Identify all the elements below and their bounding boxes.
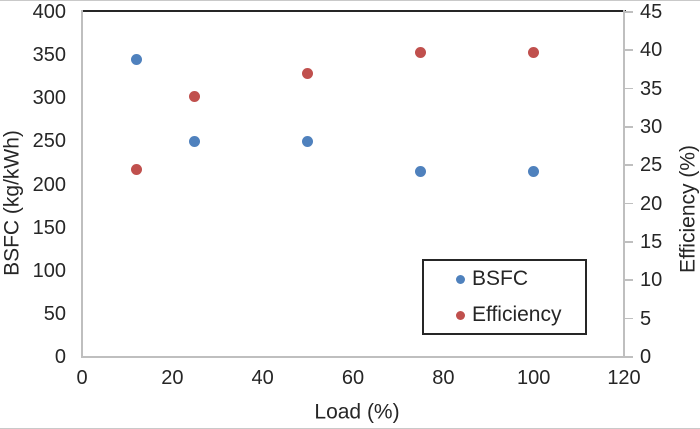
y-axis-right-tick-label: 35 bbox=[640, 77, 663, 100]
x-axis-tick-label: 60 bbox=[341, 367, 365, 389]
y-axis-left-title: BSFC (kg/kWh) bbox=[0, 130, 24, 276]
y-axis-right-tick-mark bbox=[625, 87, 633, 90]
y-axis-right-tick-label: 0 bbox=[640, 346, 652, 368]
y-axis-left-tick-label: 400 bbox=[32, 1, 66, 23]
y-axis-right-tick-mark bbox=[625, 241, 633, 243]
x-axis-spine bbox=[81, 356, 625, 358]
y-axis-left-tick-label: 250 bbox=[32, 130, 66, 153]
y-axis-right-tick-mark bbox=[625, 356, 633, 358]
data-point-bsfc bbox=[302, 135, 314, 147]
x-axis-tick-label: 0 bbox=[76, 367, 88, 389]
x-axis-title: Load (%) bbox=[314, 400, 400, 424]
y-axis-right-tick-label: 10 bbox=[640, 269, 663, 292]
y-axis-right-tick-mark bbox=[625, 317, 633, 320]
y-axis-right-spine bbox=[623, 10, 625, 358]
y-axis-left-tick-label: 300 bbox=[32, 87, 66, 110]
y-axis-right-tick-mark bbox=[625, 49, 633, 51]
y-axis-left-tick-label: 350 bbox=[32, 44, 66, 67]
bsfc-marker-icon bbox=[456, 274, 465, 284]
x-axis-tick-label: 80 bbox=[432, 367, 455, 389]
y-axis-left-tick-label: 150 bbox=[32, 216, 66, 239]
x-axis-tick-label: 100 bbox=[516, 367, 551, 389]
data-point-efficiency bbox=[130, 163, 142, 175]
x-axis-tick-label: 20 bbox=[161, 367, 184, 389]
y-axis-left-tick-label: 200 bbox=[32, 173, 66, 196]
y-axis-right-tick-mark bbox=[625, 126, 633, 128]
efficiency-marker-icon bbox=[456, 310, 465, 320]
data-point-efficiency bbox=[415, 47, 427, 59]
y-axis-right-tick-mark bbox=[625, 279, 633, 281]
data-point-efficiency bbox=[302, 67, 314, 79]
y-axis-right-tick-label: 15 bbox=[640, 231, 663, 253]
legend-entry-efficiency: Efficiency bbox=[456, 304, 585, 326]
data-point-bsfc bbox=[189, 135, 201, 147]
y-axis-right-tick-label: 45 bbox=[640, 1, 663, 23]
y-axis-right-tick-label: 5 bbox=[640, 307, 652, 330]
plot-top-border bbox=[81, 10, 626, 12]
data-point-bsfc bbox=[528, 166, 540, 178]
x-axis-tick-label: 40 bbox=[251, 367, 274, 389]
y-axis-left-tick-label: 50 bbox=[43, 302, 66, 325]
legend-entry-bsfc: BSFC bbox=[456, 268, 585, 290]
y-axis-right-tick-mark bbox=[625, 202, 633, 205]
y-axis-right-tick-label: 30 bbox=[640, 116, 663, 138]
y-axis-left-spine bbox=[81, 10, 83, 358]
legend-label: BSFC bbox=[472, 267, 529, 290]
y-axis-right-tick-mark bbox=[625, 11, 633, 13]
data-point-efficiency bbox=[189, 90, 201, 102]
data-point-efficiency bbox=[528, 47, 540, 59]
y-axis-left-tick-label: 100 bbox=[32, 259, 66, 282]
legend-label: Efficiency bbox=[472, 303, 562, 326]
data-point-bsfc bbox=[415, 166, 427, 178]
data-point-bsfc bbox=[130, 53, 142, 65]
y-axis-left-tick-label: 0 bbox=[54, 346, 66, 368]
y-axis-right-tick-label: 20 bbox=[640, 192, 663, 215]
y-axis-right-tick-label: 40 bbox=[640, 39, 663, 62]
legend: BSFC Efficiency bbox=[422, 259, 587, 335]
y-axis-right-tick-mark bbox=[625, 164, 633, 166]
x-axis-tick-label: 120 bbox=[607, 367, 641, 389]
y-axis-right-tick-label: 25 bbox=[640, 154, 663, 177]
y-axis-right-title: Efficiency (%) bbox=[676, 145, 700, 273]
